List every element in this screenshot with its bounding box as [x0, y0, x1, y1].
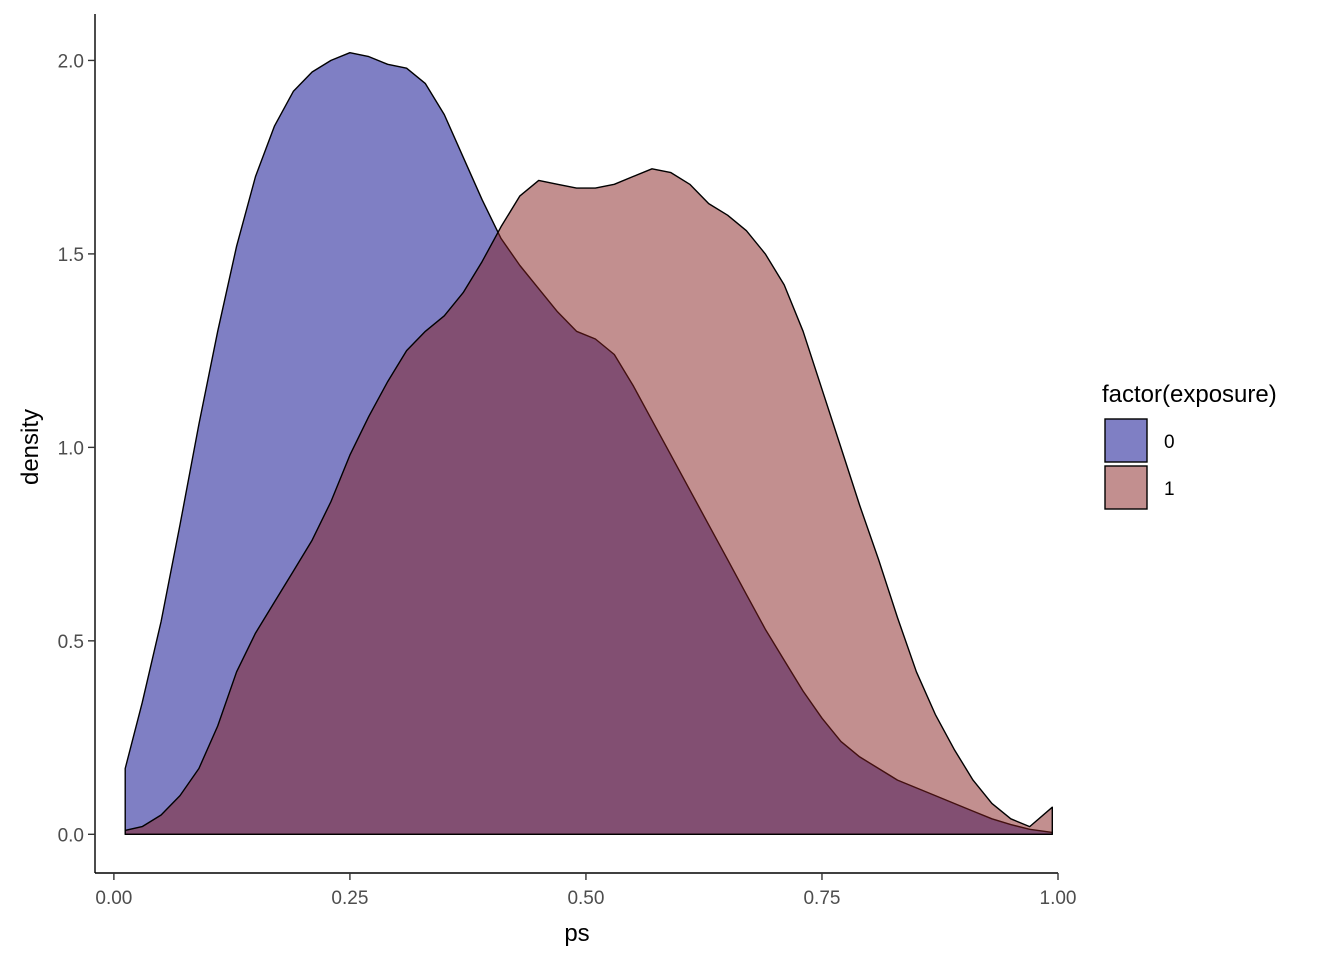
x-tick-label: 1.00	[1040, 888, 1077, 909]
x-axis-title: ps	[564, 920, 589, 947]
y-tick-label: 0.5	[58, 632, 84, 653]
axes-layer: 0.00 0.25 0.50 0.75 1.00 0.0 0.5 1.0 1.5 2.0	[58, 14, 1077, 909]
y-axis-title: density	[17, 409, 44, 485]
legend-key-0	[1104, 418, 1148, 463]
x-tick-label: 0.50	[567, 888, 604, 909]
y-tick-label: 0.0	[58, 825, 84, 846]
legend-title: factor(exposure)	[1102, 381, 1277, 408]
legend-label-1: 1	[1164, 479, 1175, 500]
legend-label-0: 0	[1164, 432, 1175, 453]
density-area-1	[124, 168, 1053, 835]
legend-key-1	[1104, 465, 1148, 510]
x-tick-label: 0.00	[95, 888, 132, 909]
y-tick-label: 1.0	[58, 438, 84, 459]
y-tick-label: 2.0	[58, 51, 84, 72]
y-tick-label: 1.5	[58, 245, 84, 266]
x-tick-label: 0.75	[803, 888, 840, 909]
series-layer	[124, 52, 1053, 835]
legend: factor(exposure) 0 1	[1102, 381, 1277, 510]
x-tick-label: 0.25	[331, 888, 368, 909]
